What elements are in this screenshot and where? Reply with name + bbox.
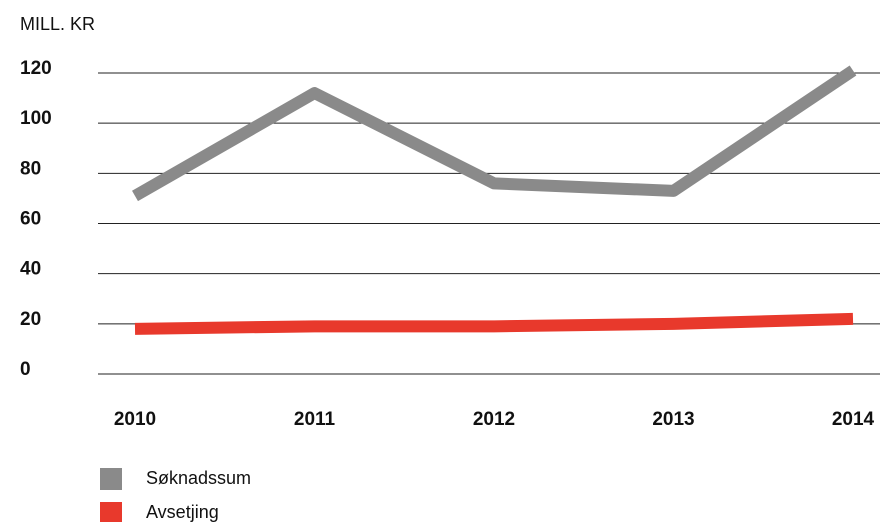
legend-swatch bbox=[100, 468, 122, 490]
legend-label: Søknadssum bbox=[146, 468, 251, 488]
y-tick-label: 20 bbox=[20, 309, 41, 330]
series-line bbox=[134, 312, 854, 335]
y-axis-label: MILL. KR bbox=[20, 14, 95, 34]
y-tick-label: 80 bbox=[20, 158, 41, 179]
series-line bbox=[132, 65, 857, 202]
legend-label: Avsetjing bbox=[146, 502, 219, 522]
y-tick-label: 60 bbox=[20, 209, 41, 230]
x-tick-label: 2010 bbox=[114, 409, 156, 430]
x-tick-label: 2011 bbox=[294, 409, 336, 430]
y-tick-label: 120 bbox=[20, 58, 52, 79]
y-tick-label: 40 bbox=[20, 259, 41, 280]
legend-swatch bbox=[100, 502, 122, 522]
y-tick-label: 0 bbox=[20, 359, 31, 380]
x-tick-label: 2013 bbox=[652, 409, 694, 430]
x-tick-label: 2012 bbox=[473, 409, 515, 430]
y-tick-label: 100 bbox=[20, 108, 52, 129]
x-tick-label: 2014 bbox=[832, 409, 875, 430]
